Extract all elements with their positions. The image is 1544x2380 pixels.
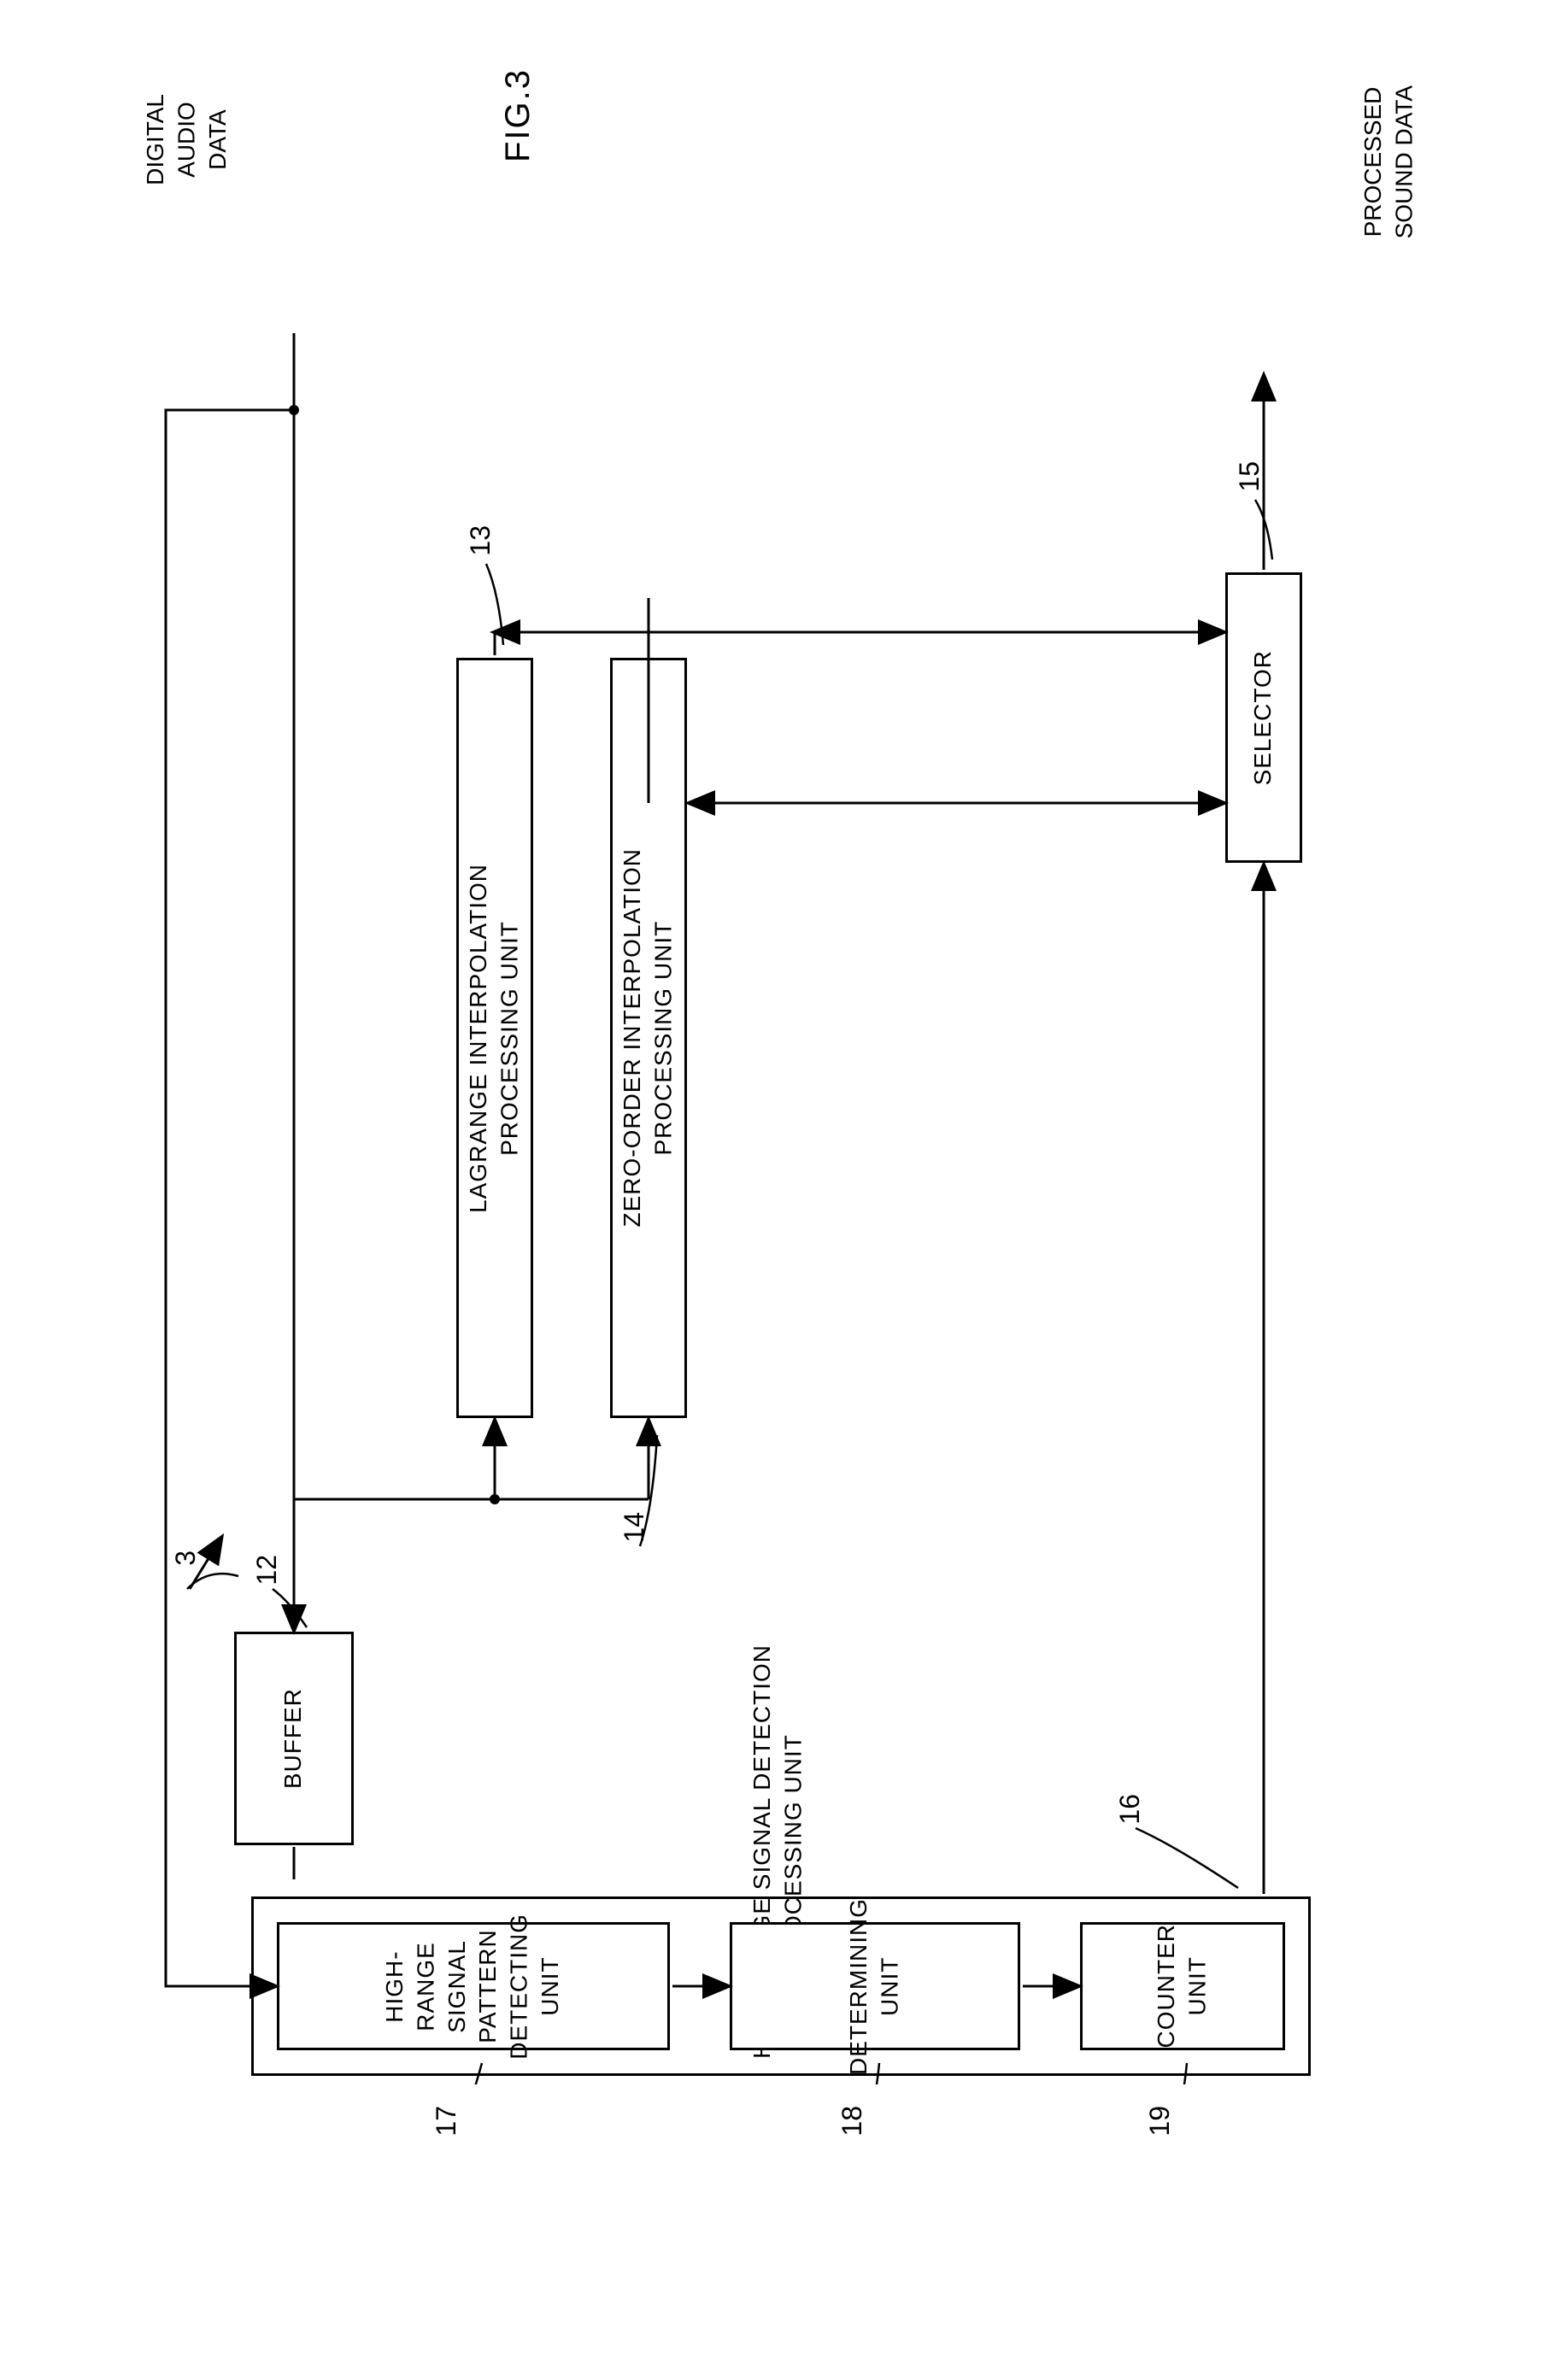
lagrange-block: LAGRANGE INTERPOLATION PROCESSING UNIT xyxy=(456,658,533,1418)
counter-label: COUNTER UNIT xyxy=(1151,1924,1213,2048)
pattern-block: HIGH-RANGE SIGNAL PATTERN DETECTING UNIT xyxy=(277,1922,670,2050)
determining-block: DETERMINING UNIT xyxy=(730,1922,1020,2050)
input-label: DIGITAL AUDIO DATA xyxy=(140,94,233,185)
ref-hrsd: 16 xyxy=(1114,1794,1146,1825)
selector-label: SELECTOR xyxy=(1248,650,1278,785)
determining-label: DETERMINING UNIT xyxy=(843,1898,906,2075)
ref-main: 3 xyxy=(170,1551,202,1566)
ref-buffer: 12 xyxy=(251,1555,283,1586)
pattern-label: HIGH-RANGE SIGNAL PATTERN DETECTING UNIT xyxy=(379,1914,566,2060)
figure-title: FIG.3 xyxy=(499,68,537,162)
lagrange-label: LAGRANGE INTERPOLATION PROCESSING UNIT xyxy=(463,864,525,1213)
zero-order-label: ZERO-ORDER INTERPOLATION PROCESSING UNIT xyxy=(617,848,679,1228)
output-label: PROCESSED SOUND DATA xyxy=(1358,85,1420,238)
ref-zero: 14 xyxy=(619,1512,650,1543)
ref-determining: 18 xyxy=(837,2106,868,2137)
diagram-canvas: FIG.3 3 DIGITAL AUDIO DATA PROCESSED SOU… xyxy=(89,34,1456,2084)
selector-block: SELECTOR xyxy=(1225,572,1302,863)
buffer-label: BUFFER xyxy=(278,1688,308,1789)
ref-selector: 15 xyxy=(1234,461,1265,492)
ref-counter: 19 xyxy=(1144,2106,1176,2137)
buffer-block: BUFFER xyxy=(234,1632,354,1845)
ref-pattern: 17 xyxy=(431,2106,462,2137)
counter-block: COUNTER UNIT xyxy=(1080,1922,1285,2050)
zero-order-block: ZERO-ORDER INTERPOLATION PROCESSING UNIT xyxy=(610,658,687,1418)
ref-lagrange: 13 xyxy=(465,525,496,556)
